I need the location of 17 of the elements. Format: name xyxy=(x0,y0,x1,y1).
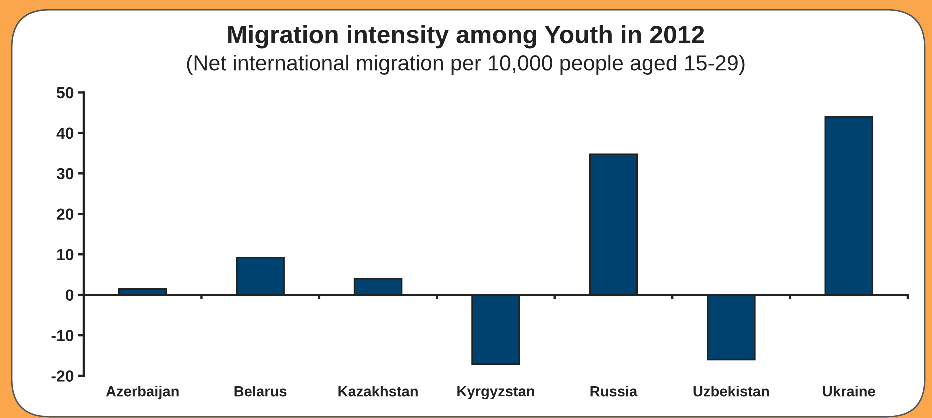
x-tick-label: Kyrgyzstan xyxy=(458,386,534,400)
y-tick-label: 20 xyxy=(57,208,74,220)
y-tick-label: 10 xyxy=(58,249,74,261)
x-tick-label: Ukraine xyxy=(823,386,876,397)
y-tick-label: 30 xyxy=(56,168,74,180)
x-tick-label: Russia xyxy=(590,386,638,397)
y-tick-label: -10 xyxy=(52,330,74,342)
y-tick-label: 0 xyxy=(66,290,74,301)
x-tick-label: Uzbekistan xyxy=(694,386,770,397)
x-tick-label: Belarus xyxy=(234,386,287,397)
chart-title: Migration intensity among Youth in 2012 xyxy=(228,25,704,49)
y-tick-label: 40 xyxy=(56,128,74,140)
y-tick-label: -20 xyxy=(52,370,74,382)
x-tick-label: Azerbaijan xyxy=(106,386,179,400)
x-tick-label: Kazakhstan xyxy=(338,386,418,397)
y-tick-label: 50 xyxy=(57,87,74,99)
chart-subtitle: (Net international migration per 10,000 people aged 15-29) xyxy=(187,54,745,76)
